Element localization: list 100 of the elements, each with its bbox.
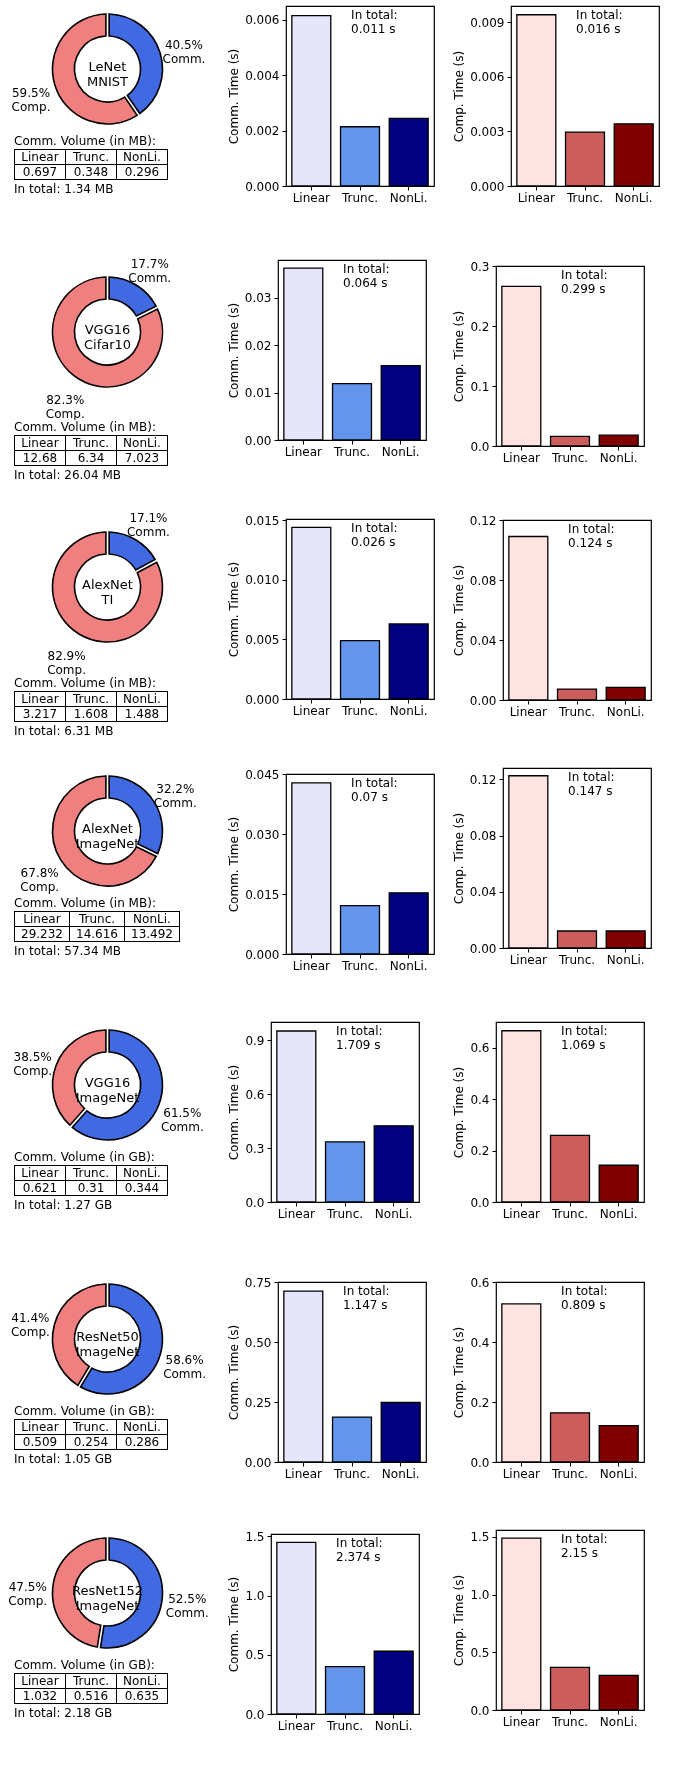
x-tick-label: NonLi. bbox=[606, 952, 645, 967]
text: Comm. Volume (in MB): bbox=[14, 676, 157, 690]
y-tick-label: 0.004 bbox=[245, 68, 280, 83]
x-tick-label: Trunc. bbox=[325, 1206, 364, 1221]
annotation: In total: 0.07 s bbox=[351, 776, 398, 804]
y-tick-label: 0.3 bbox=[245, 1141, 265, 1156]
text: 12.68 bbox=[14, 450, 66, 466]
y-axis-title: Comm. Time (s) bbox=[227, 48, 242, 145]
x-tick-label: NonLi. bbox=[374, 1206, 413, 1221]
y-tick-label: 0.03 bbox=[244, 291, 272, 306]
text: AlexNet ImageNet bbox=[75, 821, 140, 851]
text: Comm. Volume (in MB): bbox=[14, 134, 157, 148]
slice-label: Comp. bbox=[20, 880, 60, 895]
text: 6.34 bbox=[65, 450, 117, 466]
text: Trunc. bbox=[65, 149, 117, 165]
y-tick-label: 0.5 bbox=[470, 1645, 490, 1660]
x-tick-label: Linear bbox=[517, 190, 556, 205]
y-tick-label: 0.00 bbox=[244, 433, 272, 448]
x-tick-label: Trunc. bbox=[340, 703, 379, 718]
y-tick-label: 1.0 bbox=[245, 1589, 265, 1604]
text: 0.348 bbox=[65, 164, 117, 180]
x-tick-label: Linear bbox=[509, 952, 548, 967]
y-tick-label: 0.0 bbox=[470, 439, 490, 454]
annotation: In total: 1.069 s bbox=[561, 1024, 608, 1052]
y-tick-label: 0.006 bbox=[470, 70, 505, 85]
x-tick-label: Trunc. bbox=[550, 1714, 589, 1729]
text: 0.31 bbox=[65, 1180, 117, 1196]
annotation: In total: 0.011 s bbox=[351, 8, 398, 36]
y-tick-label: 0.08 bbox=[469, 829, 497, 843]
slice-label: Comm. bbox=[160, 1120, 204, 1135]
slice-label: Comp. bbox=[13, 1063, 53, 1078]
x-tick-label: NonLi. bbox=[389, 703, 428, 718]
y-tick-label: 0.02 bbox=[244, 338, 272, 353]
x-tick-label: NonLi. bbox=[381, 444, 420, 459]
y-axis-title: Comp. Time (s) bbox=[452, 1326, 467, 1419]
annotation: In total: 0.809 s bbox=[561, 1284, 608, 1312]
y-tick-label: 0.003 bbox=[470, 124, 505, 139]
y-tick-label: 0.2 bbox=[470, 1144, 490, 1159]
y-axis-title: Comp. Time (s) bbox=[451, 812, 466, 905]
x-tick-label: Linear bbox=[284, 444, 323, 459]
text: 1.488 bbox=[116, 706, 168, 722]
y-tick-label: 0.045 bbox=[245, 767, 280, 782]
text: VGG16 Cifar10 bbox=[83, 322, 132, 352]
x-tick-label: NonLi. bbox=[614, 190, 653, 205]
y-tick-label: 0.015 bbox=[245, 887, 280, 902]
y-tick-label: 1.5 bbox=[245, 1529, 265, 1544]
y-tick-label: 0.5 bbox=[245, 1648, 265, 1663]
text: Trunc. bbox=[65, 1165, 117, 1181]
text: 1.032 bbox=[14, 1688, 66, 1704]
y-tick-label: 0.50 bbox=[244, 1335, 272, 1350]
x-tick-label: Trunc. bbox=[332, 444, 371, 459]
x-tick-label: Linear bbox=[502, 1714, 541, 1729]
x-tick-label: Trunc. bbox=[550, 1466, 589, 1481]
x-tick-label: Trunc. bbox=[550, 1206, 589, 1221]
y-tick-label: 0.000 bbox=[245, 692, 280, 707]
x-tick-label: Trunc. bbox=[557, 952, 596, 967]
annotation: In total: 2.15 s bbox=[561, 1532, 608, 1560]
y-tick-label: 0.000 bbox=[245, 947, 280, 962]
y-tick-label: 0.08 bbox=[469, 573, 497, 588]
text: NonLi. bbox=[116, 149, 168, 165]
x-tick-label: NonLi. bbox=[381, 1466, 420, 1481]
text: 7.023 bbox=[116, 450, 168, 466]
slice-label: Comm. bbox=[162, 52, 206, 67]
y-tick-label: 0.6 bbox=[470, 1041, 490, 1056]
y-tick-label: 0.25 bbox=[244, 1395, 272, 1410]
annotation: In total: 0.026 s bbox=[351, 521, 398, 549]
y-tick-label: 0.04 bbox=[469, 885, 497, 900]
y-tick-label: 0.000 bbox=[470, 179, 505, 194]
y-tick-label: 0.4 bbox=[470, 1092, 490, 1107]
x-tick-label: NonLi. bbox=[389, 190, 428, 205]
y-tick-label: 0.4 bbox=[470, 1335, 490, 1350]
y-tick-label: 0.0 bbox=[245, 1707, 265, 1722]
y-tick-label: 0.005 bbox=[245, 632, 280, 647]
x-tick-label: Linear bbox=[284, 1466, 323, 1481]
y-tick-label: 0.9 bbox=[245, 1033, 265, 1048]
y-axis-title: Comp. Time (s) bbox=[452, 310, 467, 403]
y-tick-label: 0.0 bbox=[470, 1195, 490, 1210]
y-tick-label: 0.12 bbox=[469, 513, 497, 528]
text: 3.217 bbox=[14, 706, 66, 722]
y-axis-title: Comp. Time (s) bbox=[452, 1066, 467, 1159]
y-axis-title: Comm. Time (s) bbox=[227, 1064, 242, 1161]
text: NonLi. bbox=[116, 1419, 168, 1435]
y-tick-label: 0.12 bbox=[469, 772, 497, 787]
y-tick-label: 0.00 bbox=[469, 693, 497, 708]
data-label: 82.3% bbox=[46, 392, 85, 407]
text: NonLi. bbox=[116, 1165, 168, 1181]
y-axis-title: Comm. Time (s) bbox=[227, 561, 242, 658]
text: 0.344 bbox=[116, 1180, 168, 1196]
y-tick-label: 0.75 bbox=[244, 1275, 272, 1290]
text: Trunc. bbox=[65, 1419, 117, 1435]
text: Comm. Volume (in GB): bbox=[14, 1658, 156, 1672]
text: Linear bbox=[14, 1673, 66, 1689]
text: Comm. Volume (in MB): bbox=[14, 896, 157, 910]
y-tick-label: 0.0 bbox=[470, 1455, 490, 1470]
data-label: 17.1% bbox=[129, 511, 168, 526]
x-tick-label: Trunc. bbox=[325, 1718, 364, 1733]
annotation: In total: 0.147 s bbox=[568, 770, 615, 798]
slice-label: Comp. bbox=[47, 662, 86, 677]
text: In total: 57.34 MB bbox=[14, 944, 122, 958]
data-label: 32.2% bbox=[156, 781, 195, 796]
